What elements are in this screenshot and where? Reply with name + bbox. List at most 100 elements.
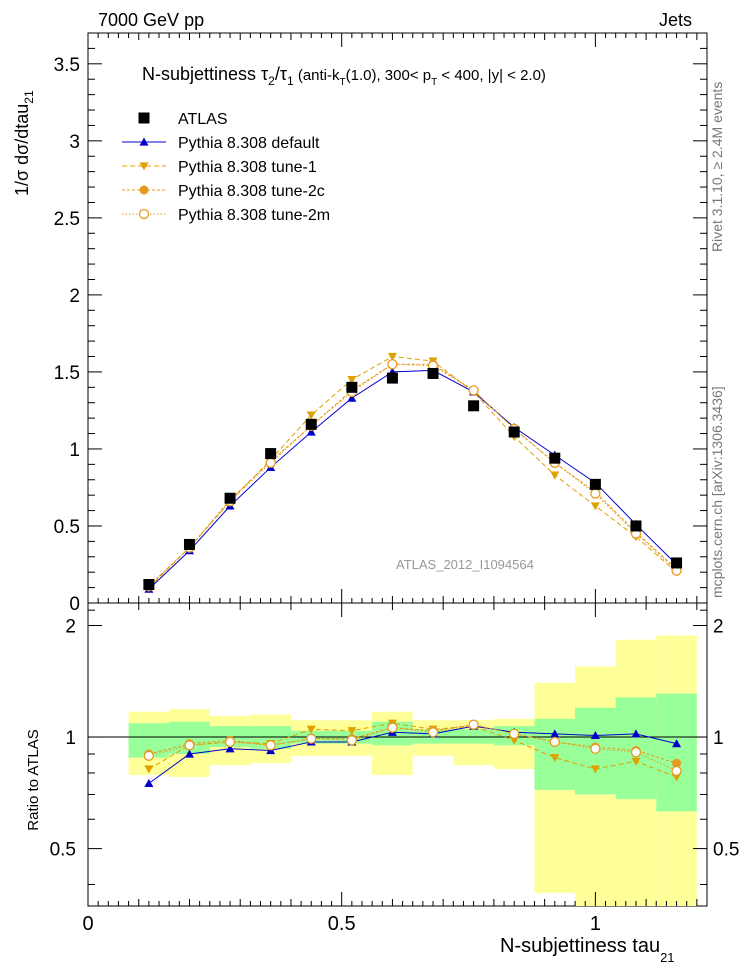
atlas-data-point bbox=[265, 448, 277, 460]
ratio-y-tick-label-right: 0.5 bbox=[713, 840, 739, 861]
ratio-ylabel: Ratio to ATLAS bbox=[25, 729, 42, 830]
ratio-data-point bbox=[184, 740, 195, 751]
legend-label: Pythia 8.308 tune-2m bbox=[178, 207, 330, 224]
atlas-data-point bbox=[143, 579, 155, 591]
ratio-axis-ticks: 0.5 0.5 1 1 2 2 0 0.5 1 bbox=[50, 603, 739, 935]
atlas-data-point bbox=[346, 381, 358, 393]
rivet-label: Rivet 3.1.10, ≥ 2.4M events bbox=[709, 82, 725, 252]
ratio-series-line bbox=[148, 724, 677, 764]
x-tick-label: 0 bbox=[82, 913, 93, 935]
ratio-data-point bbox=[225, 744, 235, 753]
ratio-data-point bbox=[306, 725, 316, 734]
atlas-data-point bbox=[224, 492, 236, 504]
legend: ATLAS Pythia 8.308 default Pythia 8.308 tu… bbox=[122, 111, 330, 224]
ratio-data-point bbox=[672, 758, 682, 768]
legend-item: Pythia 8.308 tune-2c bbox=[122, 183, 325, 200]
main-y-tick-label: 1.5 bbox=[54, 363, 80, 384]
ratio-series-4 bbox=[143, 719, 682, 777]
main-y-tick-label: 1 bbox=[69, 440, 80, 461]
x-tick-label: 1 bbox=[590, 913, 601, 935]
ratio-data-point bbox=[387, 722, 398, 733]
atlas-data-point bbox=[305, 418, 317, 430]
mc-data-point bbox=[347, 393, 357, 402]
ratio-data-point bbox=[144, 765, 154, 774]
mc-data-point bbox=[387, 352, 397, 362]
mc-data-point bbox=[550, 471, 560, 480]
ratio-data-point bbox=[671, 765, 682, 777]
legend-label: Pythia 8.308 tune-2c bbox=[178, 183, 325, 200]
ratio-data-point bbox=[427, 727, 439, 738]
ratio-series-line bbox=[148, 725, 677, 784]
ratio-data-point bbox=[468, 719, 479, 730]
x-tick-label: 0.5 bbox=[328, 913, 356, 935]
legend-marker bbox=[139, 162, 149, 171]
ratio-y-tick-label-right: 2 bbox=[713, 616, 724, 637]
category-label: Jets bbox=[659, 10, 692, 30]
mc-data-point bbox=[387, 359, 398, 370]
ratio-data-point bbox=[672, 739, 682, 748]
main-series-line bbox=[148, 355, 677, 588]
ratio-data-point bbox=[143, 750, 155, 761]
main-y-tick-label: 0.5 bbox=[54, 517, 80, 538]
main-series-line bbox=[148, 363, 677, 587]
ratio-data-point bbox=[630, 747, 642, 758]
ratio-y-tick-label: 1 bbox=[65, 728, 76, 749]
main-series-mc-4 bbox=[143, 359, 682, 592]
ratio-data-point bbox=[347, 727, 357, 736]
ratio-uncertainty-bands bbox=[88, 635, 707, 906]
main-series-layer bbox=[143, 352, 683, 593]
mc-data-point bbox=[306, 427, 316, 436]
analysis-id: ATLAS_2012_I1094564 bbox=[396, 557, 534, 572]
mc-data-point bbox=[306, 411, 316, 420]
ratio-data-point bbox=[509, 728, 520, 740]
ratio-y-tick-label: 2 bbox=[65, 616, 76, 637]
ratio-data-point bbox=[590, 743, 601, 754]
legend-marker bbox=[138, 112, 150, 124]
main-y-tick-label: 3.5 bbox=[54, 55, 80, 76]
ratio-data-point bbox=[265, 740, 276, 751]
atlas-data-point bbox=[671, 557, 683, 569]
mc-data-point bbox=[347, 376, 357, 385]
legend-marker bbox=[139, 137, 149, 146]
main-ylabel: 1/σ dσ/dtau21 bbox=[12, 90, 36, 196]
ratio-data-point bbox=[306, 733, 317, 744]
ratio-band-inner bbox=[656, 693, 697, 812]
chart-title: N-subjettiness τ2/τ1 (anti-kT(1.0), 300<… bbox=[142, 64, 546, 88]
atlas-data-point bbox=[386, 372, 398, 384]
ratio-series-layer bbox=[143, 719, 682, 787]
legend-item: ATLAS bbox=[138, 111, 228, 128]
ratio-data-point bbox=[549, 736, 560, 748]
atlas-data-point bbox=[183, 538, 195, 550]
main-y-tick-label: 3 bbox=[69, 132, 80, 153]
atlas-data-point bbox=[508, 426, 520, 438]
ratio-data-point bbox=[590, 730, 600, 740]
legend-item: Pythia 8.308 tune-1 bbox=[122, 159, 317, 176]
ratio-data-point bbox=[509, 736, 519, 745]
main-series-atlas bbox=[143, 367, 683, 591]
ratio-band-inner bbox=[453, 729, 494, 744]
ratio-y-tick-label: 0.5 bbox=[50, 840, 76, 861]
main-series-line bbox=[148, 369, 677, 590]
ratio-series-line bbox=[148, 722, 677, 778]
mc-data-point bbox=[468, 385, 479, 396]
mc-data-point bbox=[590, 488, 601, 499]
main-y-tick-label: 2 bbox=[69, 286, 80, 307]
x-axis-label: N-subjettiness tau21 bbox=[500, 935, 675, 965]
main-y-tick-label: 2.5 bbox=[54, 209, 80, 230]
ratio-data-point bbox=[631, 757, 641, 766]
atlas-data-point bbox=[468, 400, 480, 412]
energy-label: 7000 GeV pp bbox=[98, 10, 204, 30]
mc-data-point bbox=[590, 502, 600, 511]
main-axis-ticks: 0 0.5 1 1.5 2 2.5 3 3.5 bbox=[54, 33, 707, 615]
ratio-data-point bbox=[550, 729, 560, 738]
ratio-data-point bbox=[184, 749, 194, 758]
mcplots-label: mcplots.cern.ch [arXiv:1306.3436] bbox=[709, 386, 725, 598]
ratio-data-point bbox=[550, 754, 560, 763]
atlas-data-point bbox=[630, 520, 642, 532]
main-y-tick-label: 0 bbox=[69, 594, 80, 615]
legend-marker bbox=[139, 185, 149, 195]
atlas-data-point bbox=[589, 478, 601, 490]
atlas-data-point bbox=[427, 367, 439, 379]
ratio-y-tick-label-right: 1 bbox=[713, 728, 724, 749]
ratio-data-point bbox=[346, 735, 357, 746]
